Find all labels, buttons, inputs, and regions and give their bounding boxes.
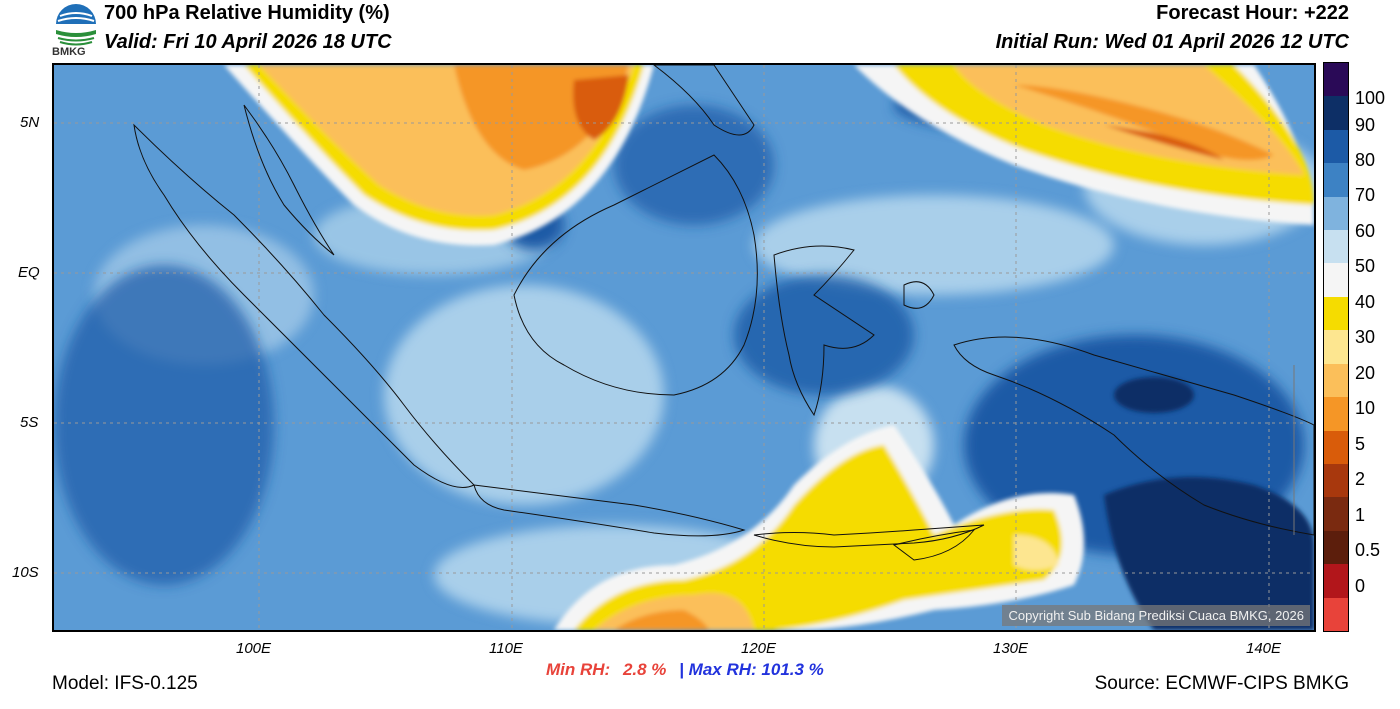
- darkest-blue-area: [1104, 477, 1314, 630]
- timor-coast: [892, 529, 976, 561]
- bmkg-logo-icon: [56, 4, 96, 46]
- colorbar-segment: [1324, 564, 1348, 599]
- maluku-coast: [903, 281, 935, 309]
- y-tick-eq: EQ: [18, 264, 40, 281]
- min-rh-label: Min RH:: [546, 660, 611, 679]
- colorbar-label: 80: [1355, 150, 1376, 170]
- colorbar-label: 2: [1355, 469, 1366, 489]
- min-max-stats: Min RH: 2.8 % | Max RH: 101.3 %: [546, 660, 824, 680]
- light-blue-area: [384, 285, 664, 505]
- humidity-field: [54, 65, 1314, 630]
- initial-run: Initial Run: Wed 01 April 2026 12 UTC: [995, 31, 1349, 53]
- colorbar-label: 0: [1355, 576, 1366, 596]
- bmkg-logo: [52, 2, 100, 60]
- sulawesi-coast: [773, 245, 875, 417]
- light-blue-area: [754, 195, 1114, 295]
- darkest-blue-area: [1114, 377, 1194, 413]
- dark-blue-area: [54, 265, 274, 585]
- source-label: Source: ECMWF-CIPS BMKG: [1094, 673, 1349, 694]
- colorbar-segment: [1324, 263, 1348, 298]
- colorbar-label: 20: [1355, 363, 1376, 383]
- colorbar-segment: [1324, 463, 1348, 498]
- java-coast: [473, 484, 746, 537]
- x-tick-100e: 100E: [236, 640, 272, 657]
- colorbar-label: 40: [1355, 292, 1376, 312]
- forecast-hour: Forecast Hour: +222: [1156, 2, 1349, 24]
- borneo-coast: [513, 154, 758, 396]
- chart-title: 700 hPa Relative Humidity (%): [104, 2, 390, 24]
- y-tick-10s: 10S: [12, 564, 39, 581]
- x-tick-110e: 110E: [489, 640, 523, 657]
- colorbar-label: 100: [1355, 88, 1386, 108]
- colorbar-label: 90: [1355, 115, 1376, 135]
- colorbar-segment: [1324, 296, 1348, 331]
- colorbar-segment: [1324, 430, 1348, 465]
- colorbar-segment: [1324, 196, 1348, 231]
- x-tick-130e: 130E: [993, 640, 1029, 657]
- colorbar-segment: [1324, 230, 1348, 264]
- coastlines: [133, 65, 1314, 561]
- min-rh-value: 2.8 %: [622, 660, 667, 679]
- colorbar-label: 5: [1355, 434, 1366, 454]
- colorbar-segment: [1324, 163, 1348, 198]
- humidity-map: Copyright Sub Bidang Prediksi Cuaca BMKG…: [52, 63, 1316, 632]
- colorbar-label: 1: [1355, 505, 1366, 525]
- colorbar-segment: [1324, 330, 1348, 365]
- colorbar-segment: [1324, 63, 1348, 97]
- x-tick-120e: 120E: [741, 640, 777, 657]
- model-label: Model: IFS-0.125: [52, 673, 198, 694]
- philippines-coast: [653, 65, 755, 136]
- colorbar-label: 70: [1355, 185, 1376, 205]
- dark-blue-area: [734, 275, 914, 395]
- colorbar-label: 50: [1355, 256, 1376, 276]
- colorbar: [1323, 62, 1349, 632]
- max-rh-value: 101.3 %: [761, 660, 824, 679]
- colorbar-segment: [1324, 497, 1348, 532]
- colorbar-label: 60: [1355, 221, 1376, 241]
- colorbar-label: 0.5: [1355, 540, 1381, 560]
- sumatra-coast: [133, 123, 475, 488]
- dark-orange-dry-area: [1104, 125, 1224, 160]
- graticule: [54, 65, 1314, 630]
- dark-orange-dry-area: [573, 75, 629, 140]
- x-tick-140e: 140E: [1246, 640, 1282, 657]
- light-orange-dry-area: [1014, 535, 1059, 570]
- nusa-tenggara-coast: [753, 524, 985, 548]
- papua-coast: [953, 336, 1314, 536]
- valid-time: Valid: Fri 10 April 2026 18 UTC: [104, 31, 392, 53]
- stats-separator: |: [679, 660, 684, 679]
- orange-dry-area: [614, 610, 709, 630]
- colorbar-segment: [1324, 96, 1348, 131]
- colorbar-label: 30: [1355, 327, 1376, 347]
- max-rh-label: Max RH:: [688, 660, 757, 679]
- orange-dry-area: [1014, 85, 1274, 160]
- y-tick-5s: 5S: [20, 414, 39, 431]
- yellow-dry-area: [574, 445, 1062, 630]
- colorbar-segment: [1324, 129, 1348, 164]
- malay-coast: [243, 104, 335, 256]
- colorbar-segment: [1324, 363, 1348, 398]
- colorbar-label: 10: [1355, 398, 1376, 418]
- logo-text: BMKG: [52, 46, 86, 58]
- copyright-notice: Copyright Sub Bidang Prediksi Cuaca BMKG…: [1002, 605, 1310, 626]
- colorbar-segment: [1324, 597, 1348, 632]
- colorbar-segment: [1324, 530, 1348, 565]
- colorbar-segment: [1324, 397, 1348, 432]
- y-tick-5n: 5N: [20, 114, 40, 131]
